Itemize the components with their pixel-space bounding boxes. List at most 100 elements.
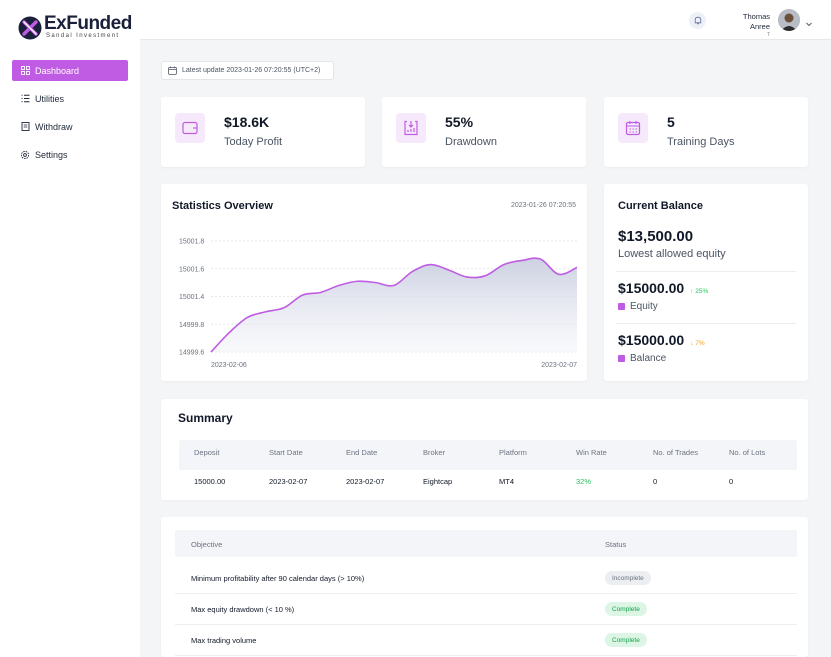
summary-header-cell: No. of Lots [729,448,766,457]
stat-card-drawdown: 55% Drawdown [382,97,586,167]
latest-update-chip: Latest update 2023-01-26 07:20:55 (UTC+2… [161,61,334,80]
sidebar-item-label: Dashboard [35,65,80,76]
equity-legend-swatch [618,303,625,310]
statistics-date: 2023-01-26 07:20:55 [511,202,576,209]
equity-label: Equity [630,301,658,312]
stat-card-training-days: 5 Training Days [604,97,808,167]
lowest-equity-label: Lowest allowed equity [618,248,726,260]
current-balance-card: Current Balance $13,500.00 Lowest allowe… [604,184,808,381]
summary-cell-deposit: 15000.00 [194,477,226,486]
balance-legend: Balance [618,353,666,364]
chevron-down-icon[interactable] [805,15,813,33]
objective-text: Max equity drawdown (< 10 %) [191,605,295,614]
avatar[interactable] [778,9,800,31]
sidebar-item-utilities[interactable]: Utilities [12,88,128,109]
brand-name: ExFunded [44,13,132,34]
wallet-icon [175,113,205,143]
table-row: Minimum profitability after 90 calendar … [175,563,797,594]
summary-header-cell: Start Date [269,448,303,457]
gear-icon [20,150,30,160]
stat-label: Drawdown [445,136,497,148]
user-name[interactable]: Thomas Anree T [736,12,770,38]
chart-x-tick-label: 2023-02-06 [211,362,247,369]
chart-y-tick-label: 15001.4 [179,294,204,301]
latest-update-text: Latest update 2023-01-26 07:20:55 (UTC+2… [182,67,321,74]
notification-bell-icon[interactable] [689,12,706,29]
calendar-small-icon [168,66,177,75]
stat-value: 55% [445,114,474,130]
summary-header-cell: Broker [423,448,446,457]
balance-legend-swatch [618,355,625,362]
stat-value: 5 [667,114,675,130]
status-header: Status [605,540,627,549]
equity-amount-row: $15000.00 ↑ 25% [618,280,708,296]
receipt-icon [20,122,30,132]
user-subtitle: T [766,32,770,38]
objective-text: Minimum profitability after 90 calendar … [191,574,365,583]
summary-header-cell: End Date [346,448,378,457]
divider [616,323,796,324]
sidebar: ExFunded Sandal Investment Dashboard Uti… [0,0,140,657]
lowest-equity-amount: $13,500.00 [618,228,694,245]
list-icon [20,94,30,104]
table-row: Max trading volume Complete [175,625,797,656]
status-badge: Complete [605,633,647,647]
objective-text: Max trading volume [191,636,257,645]
summary-title: Summary [178,411,233,425]
chart-line [210,257,578,353]
balance-amount: $15000.00 [618,332,685,348]
logo-mark-icon [18,16,42,40]
balance-title: Current Balance [618,200,703,212]
chart-y-tick-label: 15001.8 [179,239,204,246]
equity-change: ↑ 25% [690,288,709,295]
grid-icon [20,66,30,76]
summary-cell-win-rate: 32% [576,477,592,486]
stat-label: Today Profit [224,136,283,148]
objectives-card: Objective Status Minimum profitability a… [161,517,808,657]
sidebar-nav: Dashboard Utilities Withdraw Settings [12,60,128,172]
brand-tagline: Sandal Investment [46,33,120,39]
statistics-overview-card: Statistics Overview 2023-01-26 07:20:55 … [161,184,587,381]
brand-logo[interactable]: ExFunded Sandal Investment [18,13,132,40]
balance-label: Balance [630,353,667,364]
summary-card: Summary Deposit Start Date End Date Brok… [161,399,808,500]
sidebar-item-settings[interactable]: Settings [12,144,128,165]
download-chart-icon [396,113,426,143]
stat-card-today-profit: $18.6K Today Profit [161,97,365,167]
status-badge: Complete [605,602,647,616]
summary-header-cell: No. of Trades [653,448,699,457]
summary-header-cell: Deposit [194,448,220,457]
summary-cell-lots: 0 [729,477,734,486]
statistics-chart[interactable]: 15001.8 15001.6 15001.4 14999.8 14999.6 2023-… [161,184,587,381]
sidebar-item-label: Utilities [35,93,65,104]
top-header: Thomas Anree T [140,0,831,40]
chart-y-tick-label: 14999.6 [179,350,204,357]
summary-cell-start-date: 2023-02-07 [269,477,308,486]
summary-table-header [179,440,797,470]
user-last-name: Anree [749,22,770,31]
summary-header-cell: Win Rate [576,448,607,457]
divider [616,271,796,272]
table-row: Max equity drawdown (< 10 %) Complete [175,594,797,625]
stat-value: $18.6K [224,114,270,130]
summary-cell-platform: MT4 [499,477,514,486]
objectives-table-header: Objective Status [175,530,797,557]
balance-amount-row: $15000.00 ↓ 7% [618,332,705,348]
stat-label: Training Days [667,136,735,148]
chart-y-tick-label: 14999.8 [179,322,204,329]
sidebar-item-withdraw[interactable]: Withdraw [12,116,128,137]
summary-cell-broker: Eightcap [423,477,453,486]
chart-y-tick-label: 15001.6 [179,266,204,273]
calendar-icon [618,113,648,143]
chart-x-tick-label: 2023-02-07 [541,362,577,369]
summary-cell-trades: 0 [653,477,658,486]
sidebar-item-label: Settings [35,149,68,160]
balance-change: ↓ 7% [690,340,705,347]
sidebar-item-dashboard[interactable]: Dashboard [12,60,128,81]
objective-header: Objective [191,540,223,549]
chart-area [211,258,577,352]
equity-amount: $15000.00 [618,280,685,296]
sidebar-item-label: Withdraw [35,121,73,132]
statistics-title: Statistics Overview [172,200,273,212]
summary-cell-end-date: 2023-02-07 [346,477,385,486]
